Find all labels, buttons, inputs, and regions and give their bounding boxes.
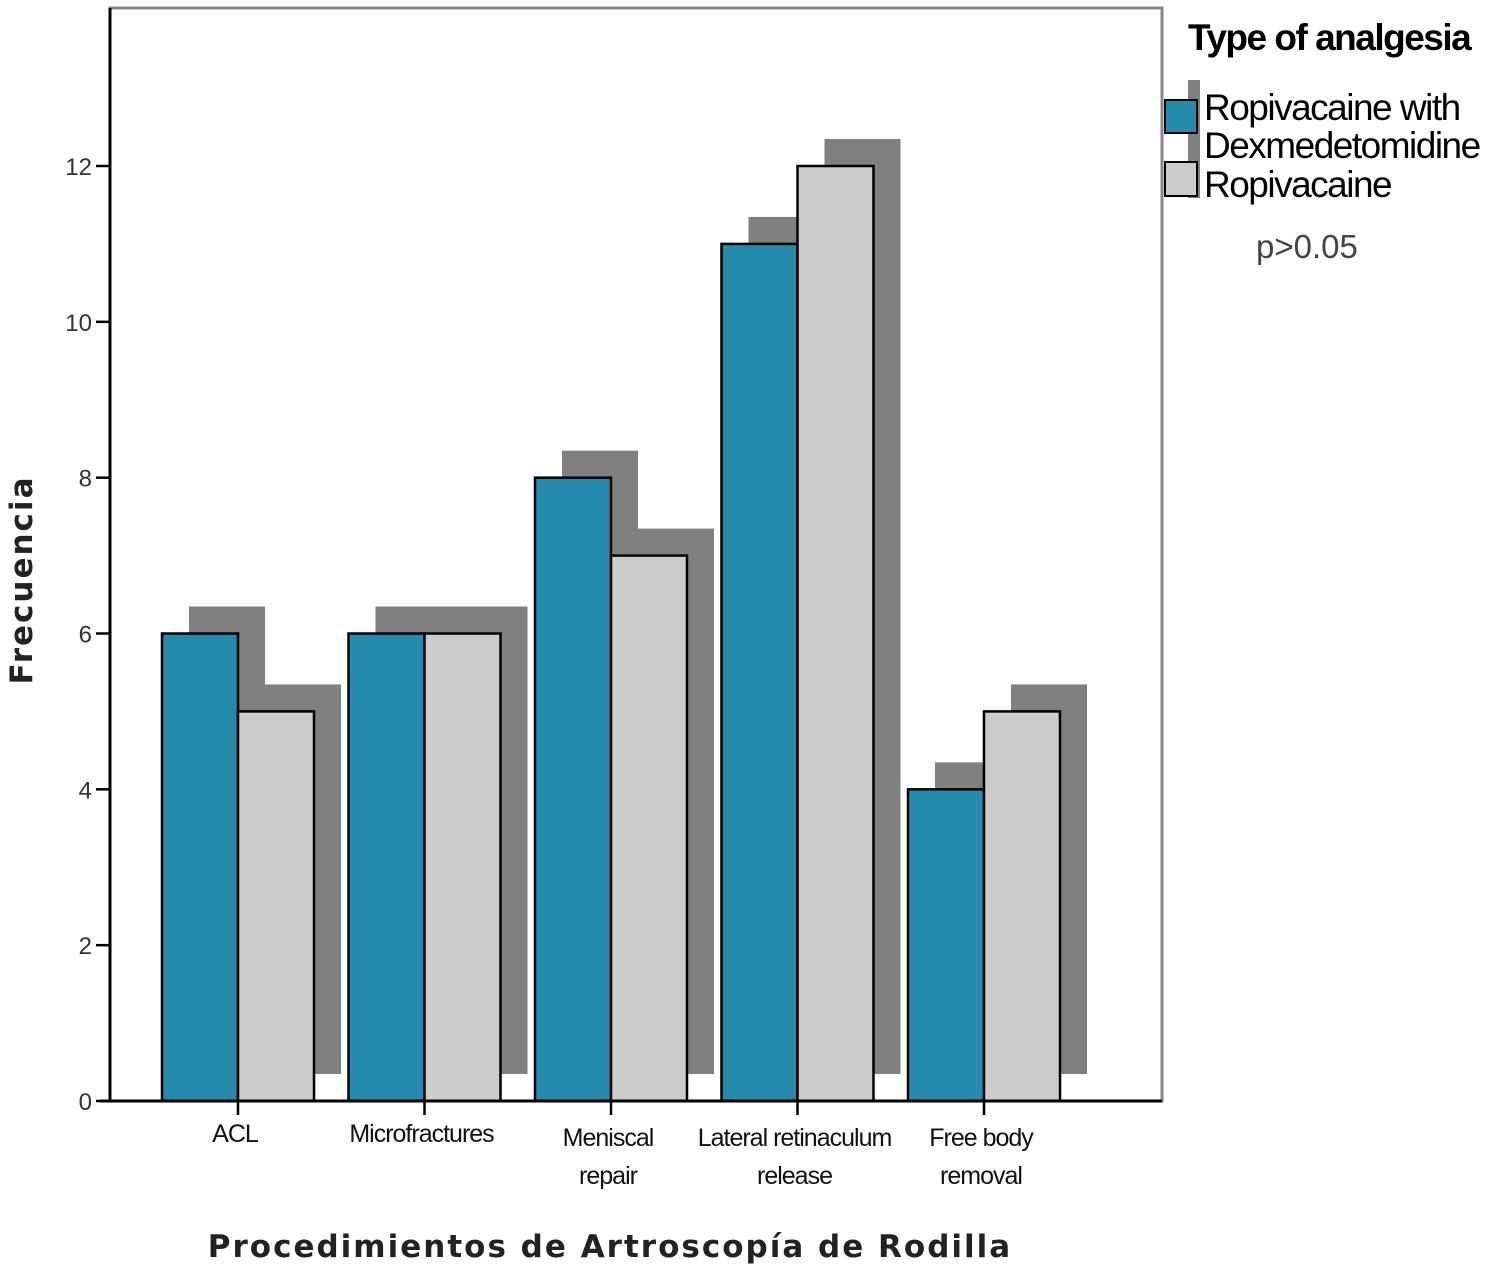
y-tick-label: 4 (79, 777, 92, 804)
x-tick-label: repair (579, 1162, 638, 1190)
y-axis-title: Frecuencia (4, 476, 40, 685)
legend-label-series-2: Ropivacaine (1204, 164, 1391, 205)
y-tick-label: 8 (79, 466, 92, 493)
legend-swatch-series-1 (1164, 99, 1198, 134)
legend: Type of analgesia Ropivacaine with Dexme… (1164, 17, 1481, 205)
x-tick-label: Microfractures (349, 1120, 494, 1148)
x-tick-label: release (757, 1162, 832, 1190)
x-tick-label: removal (940, 1162, 1022, 1190)
legend-title: Type of analgesia (1188, 17, 1472, 58)
legend-swatch-series-2 (1164, 161, 1198, 197)
x-tick-label: ACL (212, 1120, 259, 1148)
bar-1-5 (906, 788, 986, 1103)
y-tick-label: 2 (79, 933, 92, 960)
bar-1-4 (720, 242, 799, 1103)
bar-1-3 (533, 476, 613, 1103)
bar-2-2 (423, 632, 502, 1103)
y-tick-label: 6 (79, 622, 92, 649)
p-value-annotation: p>0.05 (1256, 228, 1358, 265)
bar-1-1 (160, 632, 240, 1103)
y-tick-label: 12 (65, 154, 92, 181)
x-tick-label: Lateral retinaculum (698, 1124, 892, 1152)
y-tick-label: 10 (65, 310, 92, 337)
y-tick-label: 0 (79, 1089, 92, 1116)
bar-2-5 (982, 710, 1062, 1103)
bar-1-2 (347, 632, 426, 1103)
bar-2-1 (236, 710, 316, 1103)
bar-2-3 (609, 554, 689, 1103)
legend-label-series-1-line-1: Ropivacaine with (1204, 87, 1460, 128)
x-tick-label: Free body (929, 1124, 1034, 1152)
x-tick-label: Meniscal (563, 1124, 654, 1152)
bar-2-4 (796, 164, 875, 1103)
x-axis-title: Procedimientos de Artroscopía de Rodilla (208, 1229, 1012, 1265)
legend-label-series-1-line-2: Dexmedetomidine (1204, 125, 1480, 166)
